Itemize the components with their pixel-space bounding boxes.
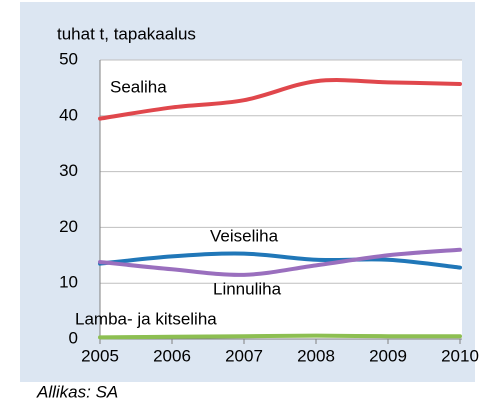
y-tick-label: 20 xyxy=(59,217,78,236)
x-tick-label: 2010 xyxy=(441,346,479,365)
y-tick-label: 0 xyxy=(69,328,78,347)
line-series xyxy=(98,251,462,270)
y-tick-label: 40 xyxy=(59,105,78,124)
series-label: Sealiha xyxy=(110,77,167,96)
y-tick-label: 30 xyxy=(59,161,78,180)
line-series xyxy=(98,78,462,121)
x-tick-label: 2007 xyxy=(225,346,263,365)
x-tick-label: 2008 xyxy=(297,346,335,365)
x-tick-label: 2006 xyxy=(153,346,191,365)
plot-area xyxy=(100,60,462,339)
source: Allikas: SA xyxy=(36,382,118,401)
y-axis-label: tuhat t, tapakaalus xyxy=(57,24,196,43)
y-tick-label: 50 xyxy=(59,49,78,68)
line-series xyxy=(98,247,462,277)
series-label: Veiseliha xyxy=(210,226,279,245)
x-tick-label: 2009 xyxy=(369,346,407,365)
series-label: Lamba- ja kitseliha xyxy=(75,309,217,328)
y-tick-label: 10 xyxy=(59,273,78,292)
x-tick-label: 2005 xyxy=(81,346,119,365)
line-series xyxy=(98,333,462,340)
series-label: Linnuliha xyxy=(213,279,282,298)
